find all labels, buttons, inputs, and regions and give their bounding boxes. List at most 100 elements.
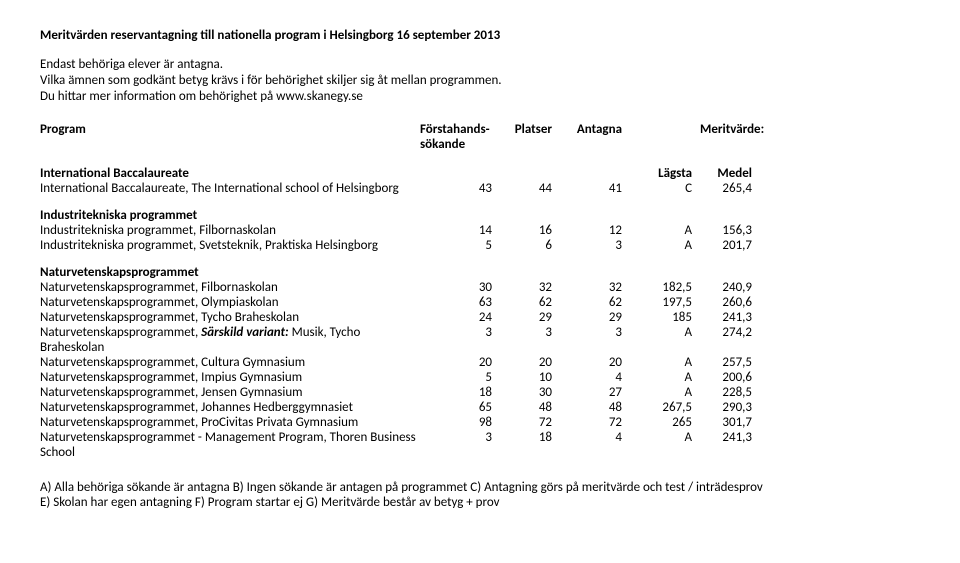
cell: 20 xyxy=(560,355,630,370)
row-label: Industritekniska programmet, Filbornasko… xyxy=(40,223,420,238)
cell: 12 xyxy=(560,223,630,238)
cell: 24 xyxy=(420,310,500,325)
cell: 41 xyxy=(560,181,630,196)
row-label: Naturvetenskapsprogrammet, Johannes Hedb… xyxy=(40,400,420,415)
footer-line: A) Alla behöriga sökande är antagna B) I… xyxy=(40,480,920,495)
cell: A xyxy=(630,355,700,370)
cell: 20 xyxy=(500,355,560,370)
cell: C xyxy=(630,181,700,196)
section-name: Industritekniska programmet xyxy=(40,208,420,223)
table-row: Naturvetenskapsprogrammet, Olympiaskolan… xyxy=(40,295,920,310)
intro-line: Endast behöriga elever är antagna. xyxy=(40,57,920,72)
cell: 5 xyxy=(420,238,500,253)
cell: A xyxy=(630,238,700,253)
cell: 182,5 xyxy=(630,280,700,295)
cell: 10 xyxy=(500,370,560,385)
header-meritvarde: Meritvärde: xyxy=(700,122,760,137)
cell: 30 xyxy=(420,280,500,295)
cell: 32 xyxy=(560,280,630,295)
row-label: Naturvetenskapsprogrammet, Filbornaskola… xyxy=(40,280,420,295)
header-sokande: sökande xyxy=(420,137,500,152)
cell: 3 xyxy=(420,430,500,460)
cell: 6 xyxy=(500,238,560,253)
section-header: Industritekniska programmet xyxy=(40,208,920,223)
col-lagsta xyxy=(630,208,700,223)
cell: 241,3 xyxy=(700,430,760,460)
cell: 63 xyxy=(420,295,500,310)
row-label: Naturvetenskapsprogrammet, Cultura Gymna… xyxy=(40,355,420,370)
cell: 240,9 xyxy=(700,280,760,295)
cell: 30 xyxy=(500,385,560,400)
header-platser: Platser xyxy=(500,122,560,137)
footer-line: E) Skolan har egen antagning F) Program … xyxy=(40,495,920,510)
table-row: International Baccalaureate, The Interna… xyxy=(40,181,920,196)
cell: 72 xyxy=(560,415,630,430)
cell: 3 xyxy=(560,238,630,253)
section-header: Naturvetenskapsprogrammet xyxy=(40,265,920,280)
cell: 18 xyxy=(420,385,500,400)
cell: A xyxy=(630,385,700,400)
section-name: Naturvetenskapsprogrammet xyxy=(40,265,420,280)
cell: 32 xyxy=(500,280,560,295)
header-forstahands: Förstahands- xyxy=(420,122,500,137)
intro-line: Du hittar mer information om behörighet … xyxy=(40,89,920,104)
table-row: Naturvetenskapsprogrammet, Tycho Brahesk… xyxy=(40,310,920,325)
intro-block: Endast behöriga elever är antagna. Vilka… xyxy=(40,57,920,104)
row-label: Naturvetenskapsprogrammet, ProCivitas Pr… xyxy=(40,415,420,430)
header-spacer xyxy=(630,122,700,137)
table-row: Industritekniska programmet, Filbornasko… xyxy=(40,223,920,238)
cell: 290,3 xyxy=(700,400,760,415)
cell: 4 xyxy=(560,430,630,460)
table-row: Naturvetenskapsprogrammet, Särskild vari… xyxy=(40,325,920,355)
table-row: Naturvetenskapsprogrammet, ProCivitas Pr… xyxy=(40,415,920,430)
header-antagna: Antagna xyxy=(560,122,630,137)
cell: 14 xyxy=(420,223,500,238)
table-row: Naturvetenskapsprogrammet, Impius Gymnas… xyxy=(40,370,920,385)
cell: 65 xyxy=(420,400,500,415)
cell: 3 xyxy=(420,325,500,355)
cell: 260,6 xyxy=(700,295,760,310)
row-label: Naturvetenskapsprogrammet, Olympiaskolan xyxy=(40,295,420,310)
cell: 44 xyxy=(500,181,560,196)
cell: 20 xyxy=(420,355,500,370)
cell: 16 xyxy=(500,223,560,238)
cell: 27 xyxy=(560,385,630,400)
cell: 62 xyxy=(560,295,630,310)
cell: 48 xyxy=(500,400,560,415)
cell: 200,6 xyxy=(700,370,760,385)
row-label: Naturvetenskapsprogrammet, Impius Gymnas… xyxy=(40,370,420,385)
row-label: Industritekniska programmet, Svetsteknik… xyxy=(40,238,420,253)
section-header: International Baccalaureate LägstaMedel xyxy=(40,166,920,181)
table-row: Naturvetenskapsprogrammet - Management P… xyxy=(40,430,920,460)
cell: 5 xyxy=(420,370,500,385)
table-header: Program Förstahands- Platser Antagna Mer… xyxy=(40,122,920,137)
row-label: Naturvetenskapsprogrammet, Jensen Gymnas… xyxy=(40,385,420,400)
cell: 29 xyxy=(500,310,560,325)
cell: 4 xyxy=(560,370,630,385)
row-label: Naturvetenskapsprogrammet, Särskild vari… xyxy=(40,325,420,355)
col-lagsta: Lägsta xyxy=(630,166,700,181)
col-medel xyxy=(700,265,760,280)
table-row: Naturvetenskapsprogrammet, Jensen Gymnas… xyxy=(40,385,920,400)
cell: 257,5 xyxy=(700,355,760,370)
page-title: Meritvärden reservantagning till natione… xyxy=(40,28,920,43)
cell: 241,3 xyxy=(700,310,760,325)
cell: 265,4 xyxy=(700,181,760,196)
table-row: Naturvetenskapsprogrammet, Cultura Gymna… xyxy=(40,355,920,370)
cell: 3 xyxy=(560,325,630,355)
table-header-sub: sökande xyxy=(40,137,920,152)
cell: A xyxy=(630,370,700,385)
cell: 48 xyxy=(560,400,630,415)
cell: A xyxy=(630,430,700,460)
cell: 265 xyxy=(630,415,700,430)
header-text: Förstahands- xyxy=(420,122,490,137)
cell: 43 xyxy=(420,181,500,196)
cell: 274,2 xyxy=(700,325,760,355)
cell: 18 xyxy=(500,430,560,460)
table-row: Naturvetenskapsprogrammet, Filbornaskola… xyxy=(40,280,920,295)
col-medel xyxy=(700,208,760,223)
footer-block: A) Alla behöriga sökande är antagna B) I… xyxy=(40,480,920,510)
col-medel: Medel xyxy=(700,166,760,181)
section-name: International Baccalaureate xyxy=(40,166,420,181)
cell: 3 xyxy=(500,325,560,355)
